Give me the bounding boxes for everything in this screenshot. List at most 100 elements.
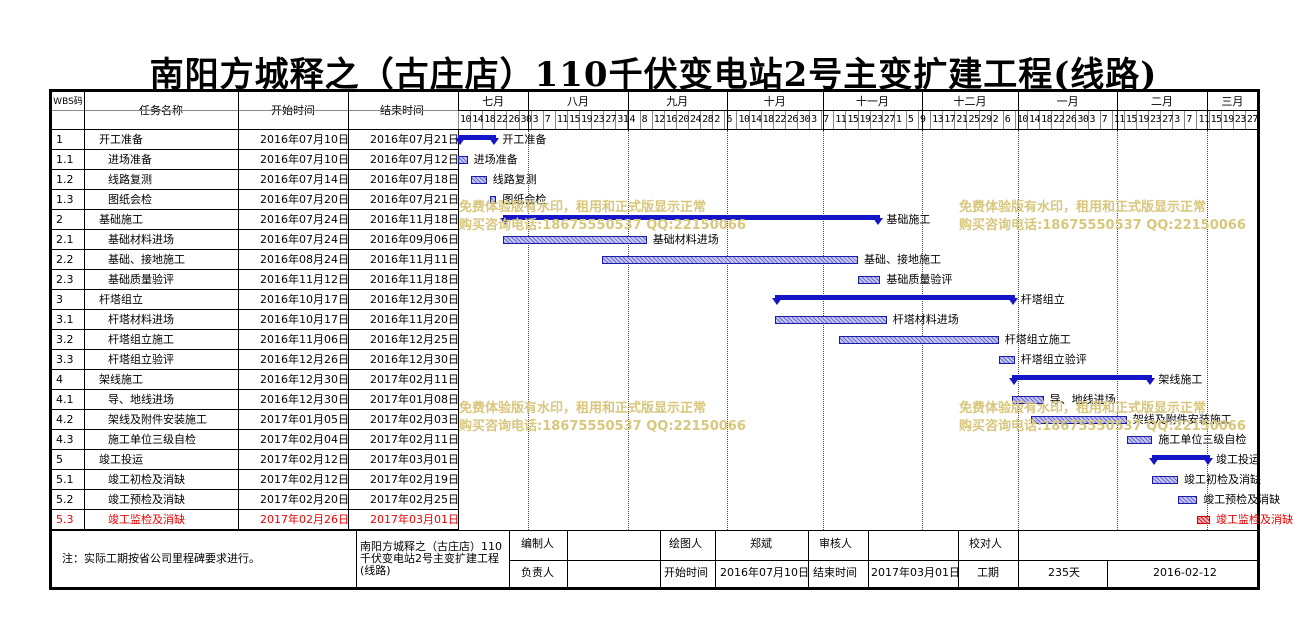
summary-bar[interactable] [454, 135, 500, 145]
task-start: 2016年10月17日 [260, 293, 349, 306]
grid-line [715, 530, 716, 587]
chart-title: 南阳方城释之（古庄店）110千伏变电站2号主变扩建工程(线路) [149, 55, 1158, 95]
critical-task-bar[interactable] [1197, 516, 1210, 524]
watermark: 免费体验版有水印，租用和正式版显示正常 购买咨询电话:18675550537 QQ… [959, 401, 1246, 434]
day-tick: 11 [1113, 114, 1126, 125]
day-tick: 5 [907, 114, 914, 125]
grid-line [528, 92, 529, 129]
header-start: 开始时间 [271, 104, 315, 117]
tick-line [870, 111, 871, 129]
tick-line [1172, 111, 1173, 129]
task-name: 架线及附件安装施工 [108, 413, 207, 426]
task-end: 2017年03月01日 [370, 453, 459, 466]
tick-line [1039, 111, 1040, 129]
grid-line [52, 429, 458, 430]
tick-line [1209, 111, 1210, 129]
day-tick: 18 [1041, 114, 1053, 125]
tick-line [833, 111, 834, 129]
tick-line [991, 111, 992, 129]
tick-line [1148, 111, 1149, 129]
day-tick: 19 [1222, 114, 1235, 125]
grid-line [808, 530, 809, 587]
month-divider [922, 130, 923, 530]
task-bar[interactable] [998, 356, 1015, 364]
bar-label: 进场准备 [473, 153, 518, 166]
task-bar[interactable] [458, 156, 468, 164]
task-start: 2016年10月17日 [260, 313, 349, 326]
task-end: 2017年02月11日 [370, 373, 459, 386]
task-wbs: 4.3 [56, 433, 74, 446]
tick-line [797, 111, 798, 129]
task-name: 基础、接地施工 [108, 253, 185, 266]
tick-line [930, 111, 931, 129]
task-end: 2016年09月06日 [370, 233, 459, 246]
bar-label: 杆塔组立施工 [1004, 333, 1071, 346]
grid-line [52, 449, 458, 450]
bar-label: 基础施工 [886, 213, 931, 226]
bar-label: 基础、接地施工 [864, 253, 941, 266]
tick-line [1015, 111, 1016, 129]
tick-line [979, 111, 980, 129]
task-start: 2016年11月06日 [260, 333, 349, 346]
task-wbs: 1.1 [56, 153, 74, 166]
day-tick: 2 [714, 114, 720, 125]
task-end: 2016年12月30日 [370, 293, 459, 306]
grid-line [52, 509, 458, 510]
task-name: 杆塔组立验评 [108, 353, 174, 366]
task-bar[interactable] [838, 336, 999, 344]
tick-line [966, 111, 967, 129]
tick-line [579, 111, 580, 129]
task-wbs: 4.1 [56, 393, 74, 406]
tick-line [506, 111, 507, 129]
task-bar[interactable] [1030, 416, 1127, 424]
day-tick: 27 [1162, 114, 1174, 125]
task-bar[interactable] [490, 196, 497, 204]
task-bar[interactable] [502, 236, 647, 244]
tick-line [1184, 111, 1185, 129]
month-label: 九月 [666, 95, 689, 108]
summary-bar[interactable] [1149, 455, 1213, 465]
day-tick: 6 [726, 114, 732, 125]
tick-line [627, 111, 628, 129]
tick-line [1196, 111, 1197, 129]
day-tick: 10 [460, 114, 472, 125]
day-tick: 7 [1186, 114, 1192, 125]
task-bar[interactable] [1178, 496, 1198, 504]
task-bar[interactable] [858, 276, 881, 284]
task-name: 图纸会检 [108, 193, 152, 206]
owner-label: 负责人 [521, 566, 554, 579]
task-start: 2016年07月24日 [260, 233, 349, 246]
month-label: 十月 [763, 95, 786, 108]
bar-label: 架线施工 [1158, 373, 1203, 386]
task-end: 2017年02月19日 [370, 473, 459, 486]
task-bar[interactable] [774, 316, 887, 324]
task-name: 架线施工 [99, 373, 143, 386]
day-tick: 12 [653, 114, 666, 125]
task-end: 2016年07月18日 [370, 173, 459, 186]
day-tick: 10 [1016, 114, 1029, 125]
day-tick: 1 [895, 114, 902, 125]
task-bar[interactable] [470, 176, 487, 184]
grid-line [348, 92, 349, 530]
tick-line [664, 111, 665, 129]
grid-line [52, 189, 458, 190]
day-tick: 10 [738, 114, 750, 125]
tick-line [567, 111, 568, 129]
grid-line [52, 489, 458, 490]
task-bar[interactable] [602, 256, 858, 264]
grid-line [52, 149, 458, 150]
task-bar[interactable] [1126, 436, 1153, 444]
day-tick: 23 [871, 114, 884, 125]
summary-bar[interactable] [499, 215, 883, 225]
tick-line [712, 111, 713, 129]
task-bar[interactable] [1011, 396, 1044, 404]
tick-line [942, 111, 943, 129]
task-wbs: 2 [56, 213, 63, 226]
header-task-name: 任务名称 [139, 104, 183, 117]
day-tick: 29 [980, 114, 993, 125]
month-label: 八月 [566, 95, 589, 108]
summary-bar[interactable] [1008, 375, 1156, 385]
summary-bar[interactable] [771, 295, 1018, 305]
task-bar[interactable] [1152, 476, 1178, 484]
task-wbs: 4.2 [56, 413, 74, 426]
